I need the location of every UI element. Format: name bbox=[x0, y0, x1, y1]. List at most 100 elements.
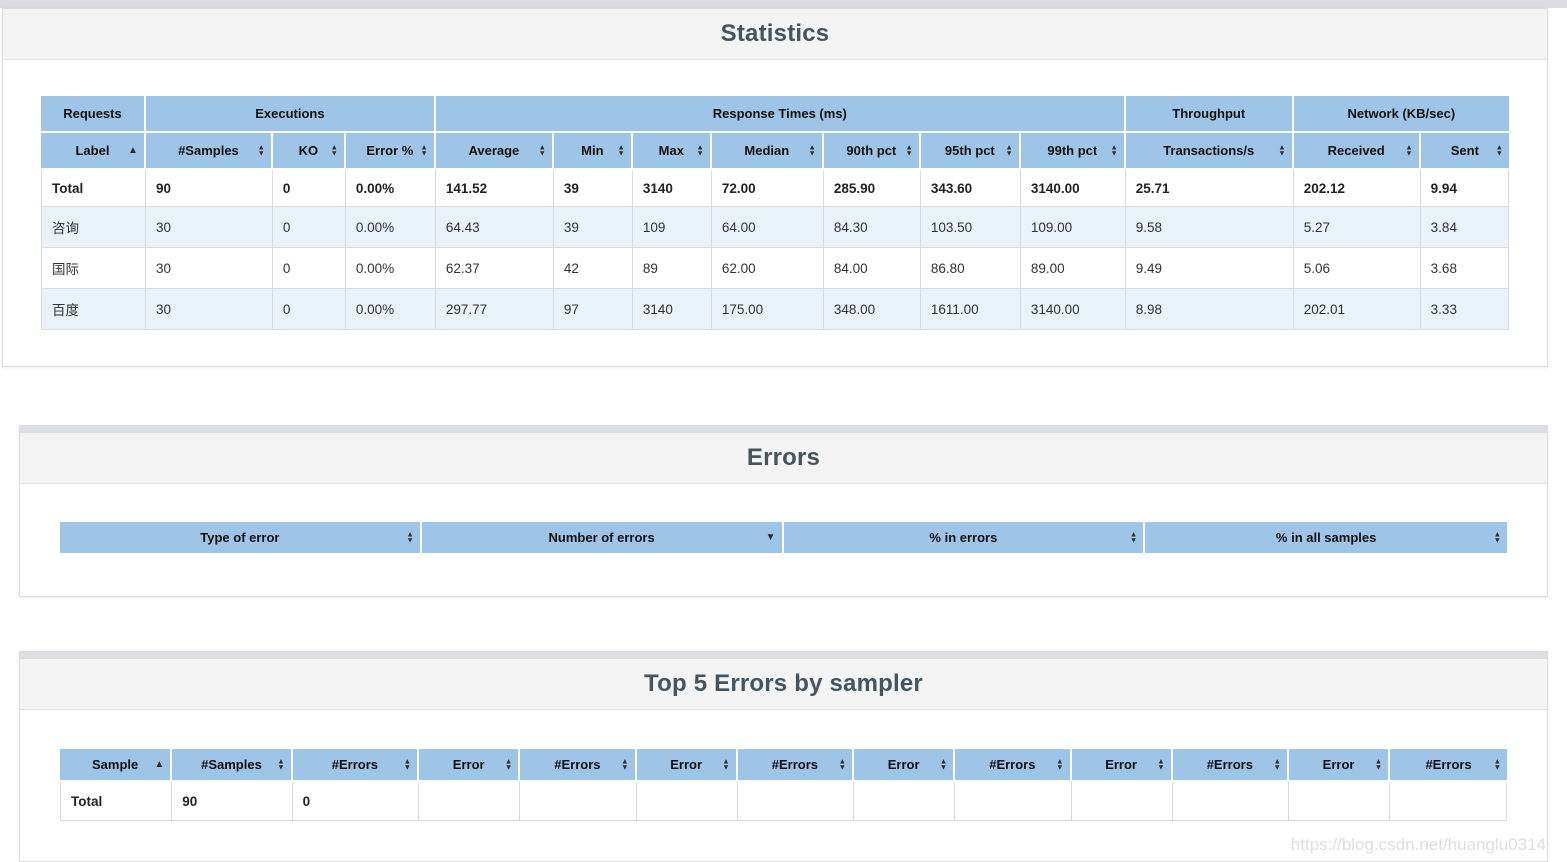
column-header-label: 99th pct bbox=[1047, 143, 1098, 158]
errors-panel-body: Type of error ▲ ▼ Number of errors ▼ % in err… bbox=[20, 484, 1547, 596]
cell: 0.00% bbox=[345, 207, 436, 248]
sort-both-icon: ▲ ▼ bbox=[330, 142, 338, 158]
column-header-transactions-s[interactable]: Transactions/s ▲ ▼ bbox=[1125, 133, 1294, 170]
column-header-label: #Samples bbox=[201, 757, 262, 772]
column-header-error[interactable]: Error ▲ ▼ bbox=[636, 749, 738, 782]
cell: 64.00 bbox=[711, 207, 824, 248]
table-row: Total 90 0 bbox=[60, 782, 1507, 821]
column-header-label: #Errors bbox=[331, 757, 378, 772]
cell bbox=[955, 782, 1072, 821]
cell bbox=[520, 782, 637, 821]
column-header-errors[interactable]: #Errors ▲ ▼ bbox=[955, 749, 1072, 782]
column-header-row: Label ▲ #Samples ▲ ▼ KO ▲ ▼ Error % ▲ ▼ Average ▲ ▼ Mi… bbox=[41, 133, 1509, 170]
sort-both-icon: ▲ ▼ bbox=[1493, 756, 1501, 772]
sort-both-icon: ▲ ▼ bbox=[1110, 142, 1118, 158]
column-header-errors[interactable]: #Errors ▲ ▼ bbox=[737, 749, 855, 782]
column-header-max[interactable]: Max ▲ ▼ bbox=[632, 133, 712, 170]
cell: 0 bbox=[272, 207, 346, 248]
cell: 202.01 bbox=[1293, 289, 1421, 330]
cell: 国际 bbox=[41, 248, 146, 289]
column-header-average[interactable]: Average ▲ ▼ bbox=[435, 133, 554, 170]
cell: 90 bbox=[172, 782, 293, 821]
column-header-label: 95th pct bbox=[944, 143, 995, 158]
sort-both-icon: ▲ ▼ bbox=[1005, 142, 1013, 158]
statistics-title: Statistics bbox=[720, 20, 830, 47]
cell: 0 bbox=[272, 248, 346, 289]
cell: 343.60 bbox=[920, 170, 1021, 207]
cell: 百度 bbox=[41, 289, 146, 330]
column-header-label: Sample bbox=[92, 757, 139, 772]
cell: 62.00 bbox=[711, 248, 824, 289]
group-header-response-times-ms: Response Times (ms) bbox=[435, 96, 1126, 133]
cell: 0.00% bbox=[345, 248, 436, 289]
top5-errors-panel: Top 5 Errors by sampler Sample ▲ #Samples ▲… bbox=[19, 651, 1548, 862]
column-header-in-all-samples[interactable]: % in all samples ▲ ▼ bbox=[1145, 522, 1507, 555]
cell: 9.94 bbox=[1420, 170, 1509, 207]
column-header-ko[interactable]: KO ▲ ▼ bbox=[272, 133, 346, 170]
column-header-median[interactable]: Median ▲ ▼ bbox=[711, 133, 824, 170]
column-header-label: % in all samples bbox=[1275, 530, 1377, 545]
column-header-errors[interactable]: #Errors ▲ ▼ bbox=[292, 749, 420, 782]
errors-table: Type of error ▲ ▼ Number of errors ▼ % in err… bbox=[60, 522, 1507, 555]
cell bbox=[1390, 782, 1507, 821]
top5-panel-header: Top 5 Errors by sampler bbox=[20, 659, 1547, 710]
cell: 0 bbox=[272, 170, 346, 207]
column-header-label[interactable]: Label ▲ bbox=[41, 133, 146, 170]
column-header-label: % in errors bbox=[929, 530, 998, 545]
column-header-errors[interactable]: #Errors ▲ ▼ bbox=[1390, 749, 1507, 782]
cell: 42 bbox=[553, 248, 633, 289]
sort-both-icon: ▲ ▼ bbox=[1056, 756, 1064, 772]
cell bbox=[737, 782, 855, 821]
column-header-sent[interactable]: Sent ▲ ▼ bbox=[1420, 133, 1509, 170]
errors-panel-header: Errors bbox=[20, 433, 1547, 484]
page-top-strip bbox=[0, 0, 1567, 8]
table-row: Total 90 0 0.00% 141.52 39 3140 72.00 285.90 343.… bbox=[41, 170, 1509, 207]
sort-both-icon: ▲ ▼ bbox=[1374, 756, 1383, 772]
cell: 109.00 bbox=[1020, 207, 1126, 248]
cell bbox=[1172, 782, 1289, 821]
cell: 5.27 bbox=[1293, 207, 1421, 248]
column-header-sample[interactable]: Sample ▲ bbox=[60, 749, 173, 782]
sort-both-icon: ▲ ▼ bbox=[420, 142, 428, 158]
cell: 1611.00 bbox=[920, 289, 1021, 330]
column-header-errors[interactable]: #Errors ▲ ▼ bbox=[1172, 749, 1289, 782]
column-header-99th-pct[interactable]: 99th pct ▲ ▼ bbox=[1020, 133, 1126, 170]
column-header-in-errors[interactable]: % in errors ▲ ▼ bbox=[783, 522, 1146, 555]
column-header-error[interactable]: Error ▲ ▼ bbox=[1288, 749, 1391, 782]
column-header-min[interactable]: Min ▲ ▼ bbox=[553, 133, 633, 170]
column-header-number-of-errors[interactable]: Number of errors ▼ bbox=[421, 522, 784, 555]
cell: 64.43 bbox=[435, 207, 554, 248]
cell: 30 bbox=[145, 207, 273, 248]
cell: 62.37 bbox=[435, 248, 554, 289]
sort-both-icon: ▲ ▼ bbox=[939, 756, 948, 772]
column-header-errors[interactable]: #Errors ▲ ▼ bbox=[520, 749, 637, 782]
cell: 0 bbox=[292, 782, 420, 821]
sort-both-icon: ▲ ▼ bbox=[722, 756, 730, 772]
column-header-error[interactable]: Error % ▲ ▼ bbox=[345, 133, 436, 170]
column-header-samples[interactable]: #Samples ▲ ▼ bbox=[145, 133, 273, 170]
column-header-label: Received bbox=[1327, 143, 1385, 158]
cell: 97 bbox=[553, 289, 633, 330]
column-header-90th-pct[interactable]: 90th pct ▲ ▼ bbox=[823, 133, 921, 170]
cell bbox=[1071, 782, 1173, 821]
column-header-label: Error % bbox=[366, 143, 414, 158]
statistics-panel: Statistics Requests Executions Response Ti… bbox=[2, 8, 1548, 367]
cell: Total bbox=[60, 782, 173, 821]
cell: 3.33 bbox=[1420, 289, 1509, 330]
column-header-error[interactable]: Error ▲ ▼ bbox=[854, 749, 956, 782]
cell: 86.80 bbox=[920, 248, 1021, 289]
column-header-error[interactable]: Error ▲ ▼ bbox=[1071, 749, 1173, 782]
column-header-samples[interactable]: #Samples ▲ ▼ bbox=[172, 749, 293, 782]
column-header-label: Transactions/s bbox=[1163, 143, 1255, 158]
column-header-received[interactable]: Received ▲ ▼ bbox=[1293, 133, 1421, 170]
column-header-type-of-error[interactable]: Type of error ▲ ▼ bbox=[60, 522, 422, 555]
cell: 202.12 bbox=[1293, 170, 1421, 207]
cell: 84.00 bbox=[823, 248, 921, 289]
sort-both-icon: ▲ ▼ bbox=[406, 529, 414, 545]
column-header-error[interactable]: Error ▲ ▼ bbox=[419, 749, 521, 782]
sort-asc-icon: ▲ bbox=[154, 758, 165, 770]
cell: 89 bbox=[632, 248, 712, 289]
column-header-label: KO bbox=[298, 143, 319, 158]
cell: 25.71 bbox=[1125, 170, 1294, 207]
column-header-95th-pct[interactable]: 95th pct ▲ ▼ bbox=[920, 133, 1021, 170]
